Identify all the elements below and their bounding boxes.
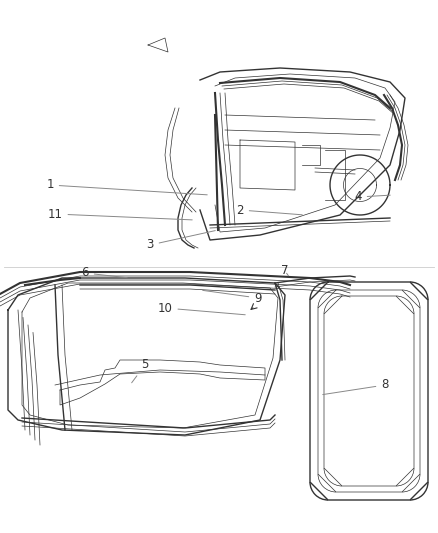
Text: 8: 8 — [323, 378, 389, 394]
Text: 3: 3 — [146, 231, 215, 252]
Text: 5: 5 — [132, 359, 148, 383]
Text: 7: 7 — [281, 264, 289, 278]
Text: 9: 9 — [203, 290, 262, 304]
Text: 10: 10 — [158, 302, 245, 315]
Text: 4: 4 — [354, 190, 390, 204]
Text: 6: 6 — [81, 266, 127, 279]
Text: 11: 11 — [47, 207, 192, 221]
Text: 1: 1 — [46, 179, 207, 195]
Text: 2: 2 — [236, 204, 302, 216]
